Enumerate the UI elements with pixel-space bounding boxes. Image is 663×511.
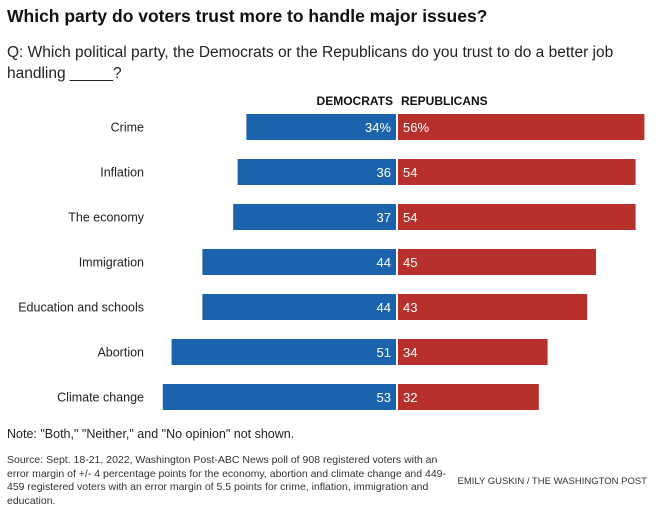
- legend-republicans: REPUBLICANS: [401, 94, 488, 108]
- category-label: The economy: [68, 211, 144, 225]
- bar-republicans: [398, 384, 539, 410]
- chart-subtitle: Q: Which political party, the Democrats …: [7, 44, 614, 82]
- bar-democrats: [162, 384, 396, 410]
- bar-republicans: [398, 159, 636, 185]
- diverging-bar-chart: DEMOCRATS REPUBLICANS Crime 34% 56% Inflation…: [18, 94, 645, 410]
- data-label-democrats: 51: [377, 345, 391, 360]
- category-label: Abortion: [97, 346, 144, 360]
- bar-republicans: [398, 204, 636, 230]
- data-label-democrats: 34%: [365, 120, 391, 135]
- data-label-republicans: 34: [403, 345, 417, 360]
- data-label-democrats: 37: [377, 210, 391, 225]
- bar-democrats: [246, 114, 396, 140]
- credit-text: EMILY GUSKIN / THE WASHINGTON POST: [457, 476, 647, 487]
- chart-title: Which party do voters trust more to hand…: [7, 6, 488, 26]
- bar-democrats: [202, 249, 396, 275]
- data-label-democrats: 36: [377, 165, 391, 180]
- data-label-republicans: 32: [403, 390, 417, 405]
- data-label-democrats: 44: [377, 300, 391, 315]
- bar-democrats: [233, 204, 396, 230]
- data-label-republicans: 54: [403, 210, 417, 225]
- bar-democrats: [237, 159, 396, 185]
- category-label: Education and schools: [18, 301, 144, 315]
- category-label: Immigration: [79, 256, 144, 270]
- data-label-republicans: 43: [403, 300, 417, 315]
- bar-democrats: [202, 294, 396, 320]
- source-text: Source: Sept. 18-21, 2022, Washington Po…: [7, 454, 447, 507]
- bar-democrats: [171, 339, 396, 365]
- bar-republicans: [398, 339, 548, 365]
- category-label: Crime: [111, 121, 144, 135]
- category-label: Inflation: [100, 166, 144, 180]
- data-label-democrats: 53: [377, 390, 391, 405]
- data-label-republicans: 56%: [403, 120, 429, 135]
- data-label-democrats: 44: [377, 255, 391, 270]
- data-label-republicans: 45: [403, 255, 417, 270]
- bar-republicans: [398, 114, 645, 140]
- bar-republicans: [398, 249, 596, 275]
- category-label: Climate change: [57, 391, 144, 405]
- bar-republicans: [398, 294, 588, 320]
- data-label-republicans: 54: [403, 165, 417, 180]
- legend-democrats: DEMOCRATS: [317, 94, 393, 108]
- chart-note: Note: "Both," "Neither," and "No opinion…: [7, 427, 295, 441]
